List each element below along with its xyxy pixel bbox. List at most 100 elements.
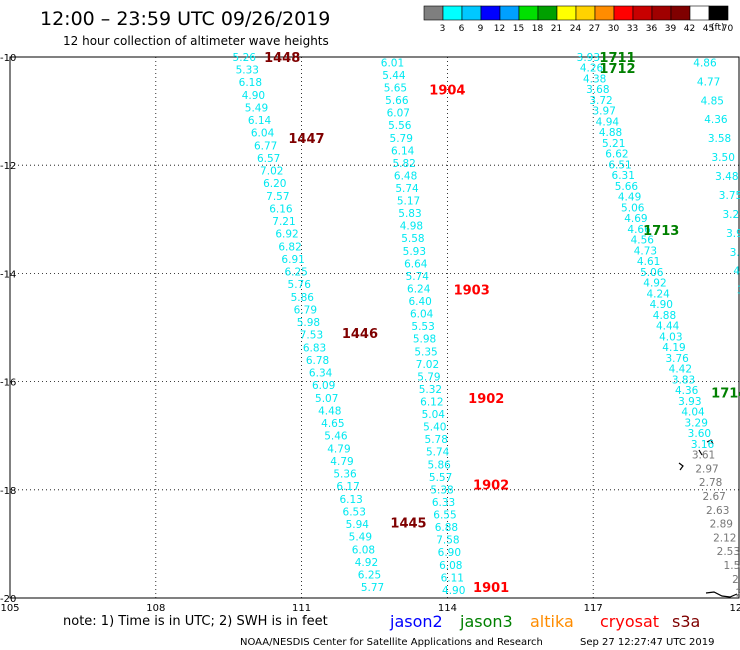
swh-value: 5.74	[426, 447, 450, 459]
colorbar-unit: (ft)	[711, 23, 725, 33]
swh-value: 4.38	[583, 73, 606, 85]
colorbar-label: 15	[513, 24, 524, 34]
x-tick-label: 111	[292, 603, 311, 614]
time-label: 1713	[643, 224, 679, 239]
swh-value: 7.58	[436, 535, 459, 547]
swh-value: 6.64	[404, 258, 428, 270]
swh-value: 6.48	[394, 170, 417, 182]
swh-value: 6.34	[309, 368, 333, 380]
satellite-legend: jason2 jason3 altika cryosat s3a	[389, 612, 700, 631]
colorbar-swatch	[499, 5, 520, 21]
colorbar-label: 33	[627, 24, 638, 34]
colorbar-swatch	[442, 5, 463, 21]
swh-value: 3.95	[726, 228, 740, 240]
page-title: 12:00 – 23:59 UTC 09/26/2019	[40, 8, 330, 30]
swh-value: 3.75	[719, 190, 740, 202]
colorbar-swatch	[518, 5, 539, 21]
colorbar-swatch	[632, 5, 653, 21]
satellite-legend-jason2: jason2	[389, 612, 443, 631]
swh-value: 6.77	[254, 140, 277, 152]
swh-value: 6.11	[441, 572, 464, 584]
swh-value: 7.02	[416, 359, 439, 371]
swh-value: 5.21	[602, 138, 625, 150]
swh-value: 6.12	[420, 397, 443, 409]
swh-value: 6.83	[303, 342, 326, 354]
swh-value: 6.88	[435, 522, 458, 534]
swh-value: 6.25	[358, 570, 381, 582]
colorbar-swatch	[594, 5, 615, 21]
swh-value: 5.57	[429, 472, 452, 484]
swh-value: 4.98	[400, 221, 423, 233]
x-tick-label: 120	[729, 603, 740, 614]
swh-value: 6.14	[248, 115, 272, 127]
swh-value: 3.72	[589, 95, 612, 107]
swh-value: 5.77	[361, 582, 384, 594]
swh-value: 5.36	[333, 469, 357, 481]
swh-value: 4.88	[599, 127, 622, 139]
colorbar-swatch	[575, 5, 596, 21]
swh-value: 4.36	[704, 114, 728, 126]
swh-value: 5.93	[403, 246, 426, 258]
page-subtitle: 12 hour collection of altimeter wave hei…	[63, 34, 329, 48]
swh-value: 5.49	[245, 102, 268, 114]
swh-value: 5.06	[640, 267, 664, 279]
swh-value: 5.58	[401, 233, 424, 245]
colorbar-swatch	[613, 5, 634, 21]
swh-value: 6.57	[257, 153, 280, 165]
axis-ticks: 105 108 111 114 117 120 -10 -12 -14 -16 -18 -20	[0, 53, 740, 614]
swh-value: 4.48	[318, 405, 341, 417]
track-jason2-near-coast: 3.612.97 2.78 2.67 2.63 2.892.12 2.53 1.5 2 2	[692, 450, 740, 600]
swh-value: 3.93	[577, 52, 600, 64]
time-label: 1903	[454, 284, 490, 299]
swh-value: 3.16	[691, 439, 715, 451]
x-tick-label: 117	[584, 603, 603, 614]
swh-value: 4.65	[321, 418, 344, 430]
swh-value: 4.69	[624, 213, 647, 225]
footer-timestamp: Sep 27 12:27:47 UTC 2019	[580, 637, 714, 648]
time-label: 1712	[599, 62, 635, 77]
time-label: 1711	[599, 51, 635, 66]
time-label: 1448	[264, 51, 300, 66]
time-label: 1902	[468, 392, 504, 407]
swh-value: 3.28	[722, 209, 740, 221]
swh-value: 7.21	[272, 216, 295, 228]
swh-value: 6.78	[306, 355, 329, 367]
swh-value: 2.89	[710, 519, 733, 531]
swh-value: 6.91	[281, 254, 304, 266]
swh-value: 6.40	[408, 296, 431, 308]
swh-value: 5.74	[406, 271, 430, 283]
swh-value: 6.09	[312, 380, 335, 392]
swh-value: 7.02	[260, 166, 283, 178]
swh-value: 4.03	[659, 331, 682, 343]
time-label: 1901	[473, 581, 509, 596]
swh-value: 4.61	[637, 256, 660, 268]
x-tick-label: 105	[0, 603, 19, 614]
y-tick-label: -16	[0, 378, 16, 389]
swh-value: 4.56	[631, 235, 655, 247]
swh-value: 5.76	[288, 279, 312, 291]
colorbar-label: 18	[532, 24, 544, 34]
swh-value: 2.12	[713, 532, 736, 544]
colorbar-swatch	[537, 5, 558, 21]
swh-value: 6.31	[612, 170, 635, 182]
swh-value: 5.66	[385, 95, 409, 107]
swh-value: 7.53	[300, 330, 323, 342]
swh-value: 4.86	[693, 57, 717, 69]
colorbar-label: 3	[440, 24, 446, 34]
swh-value: 3.61	[692, 450, 715, 462]
colorbar-label: 36	[646, 24, 658, 34]
swh-value: 5.38	[430, 484, 453, 496]
satellite-legend-jason3: jason3	[459, 612, 513, 631]
swh-value: 5.35	[414, 346, 437, 358]
colorbar-label: 24	[570, 24, 582, 34]
swh-value: 3.82	[737, 285, 740, 297]
swh-value: 4.79	[327, 443, 350, 455]
swh-value: 6.08	[352, 544, 375, 556]
swh-value: 5.46	[324, 431, 348, 443]
swh-value: 2	[736, 588, 740, 600]
swh-value: 2.53	[717, 546, 740, 558]
colorbar-label: 39	[665, 24, 677, 34]
colorbar-swatch	[708, 5, 729, 21]
